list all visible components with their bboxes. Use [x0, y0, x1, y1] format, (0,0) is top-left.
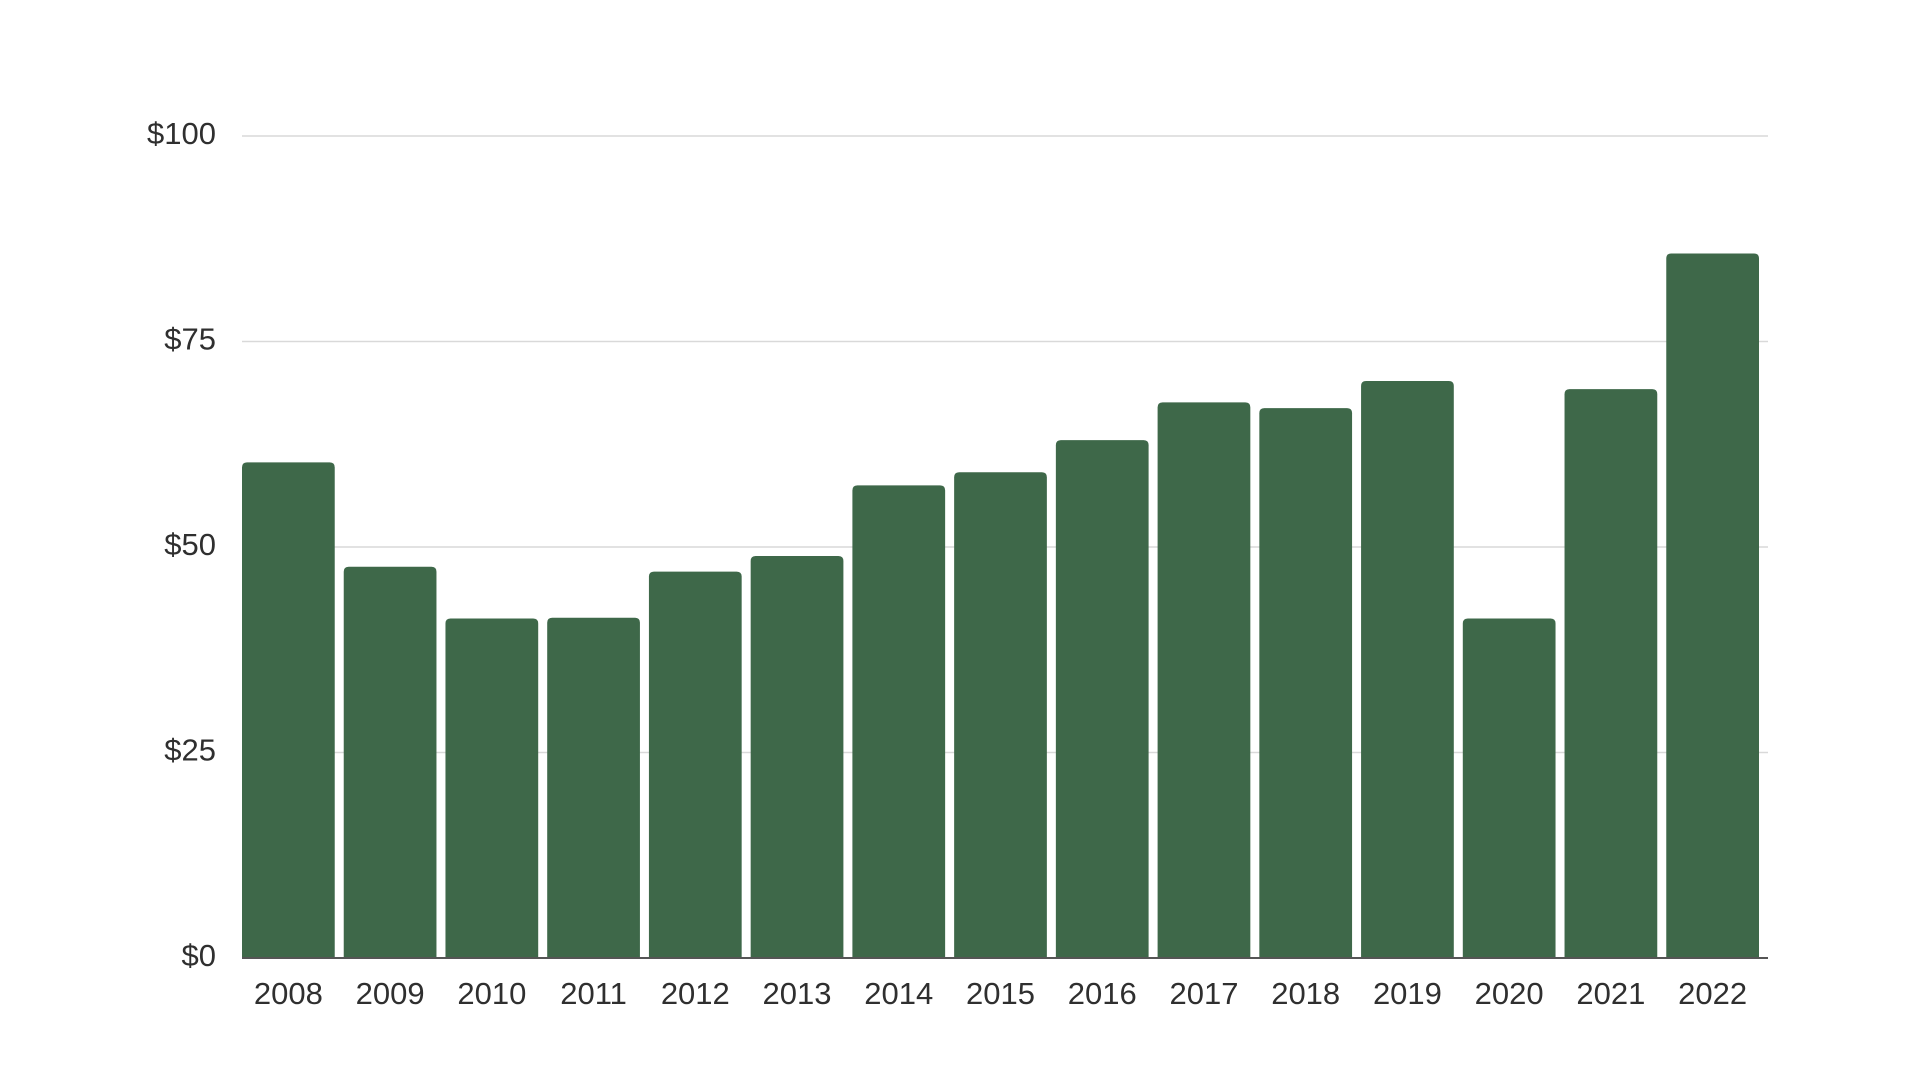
bar-2021	[1564, 389, 1658, 958]
bar-2018	[1259, 408, 1353, 958]
bar-2009	[343, 566, 437, 958]
x-tick-label: 2016	[1068, 976, 1137, 1011]
bar-2013	[750, 556, 844, 958]
x-tick-label: 2013	[763, 976, 832, 1011]
y-tick-label: $50	[164, 527, 216, 562]
y-tick-label: $25	[164, 733, 216, 768]
x-tick-label: 2015	[966, 976, 1035, 1011]
y-tick-label: $100	[147, 116, 216, 151]
y-axis-tick-labels: $0 $25 $50 $75 $100	[147, 116, 216, 973]
bar-2011	[547, 617, 640, 958]
x-tick-label: 2008	[254, 976, 323, 1011]
bar-2014	[852, 485, 946, 958]
x-tick-label: 2017	[1169, 976, 1238, 1011]
x-tick-label: 2021	[1576, 976, 1645, 1011]
bar-2010	[445, 618, 539, 958]
x-axis-tick-labels: 2008 2009 2010 2011 2012 2013 2014 2015 2016 2017…	[254, 976, 1747, 1011]
bar-2012	[648, 571, 742, 958]
x-tick-label: 2012	[661, 976, 730, 1011]
bar-2020	[1462, 618, 1556, 958]
x-tick-label: 2014	[864, 976, 933, 1011]
x-tick-label: 2018	[1271, 976, 1340, 1011]
y-tick-label: $0	[182, 938, 216, 973]
bar-2019	[1361, 380, 1454, 958]
x-tick-label: 2010	[457, 976, 526, 1011]
bars	[242, 253, 1759, 958]
bar-2022	[1666, 253, 1759, 958]
x-tick-label: 2009	[356, 976, 425, 1011]
bar-2016	[1055, 440, 1149, 958]
x-tick-label: 2022	[1678, 976, 1747, 1011]
bar-2015	[954, 472, 1047, 958]
x-tick-label: 2011	[560, 976, 627, 1011]
y-tick-label: $75	[164, 322, 216, 357]
x-tick-label: 2020	[1475, 976, 1544, 1011]
bar-2008	[242, 462, 335, 958]
x-tick-label: 2019	[1373, 976, 1442, 1011]
bar-2017	[1157, 402, 1251, 958]
